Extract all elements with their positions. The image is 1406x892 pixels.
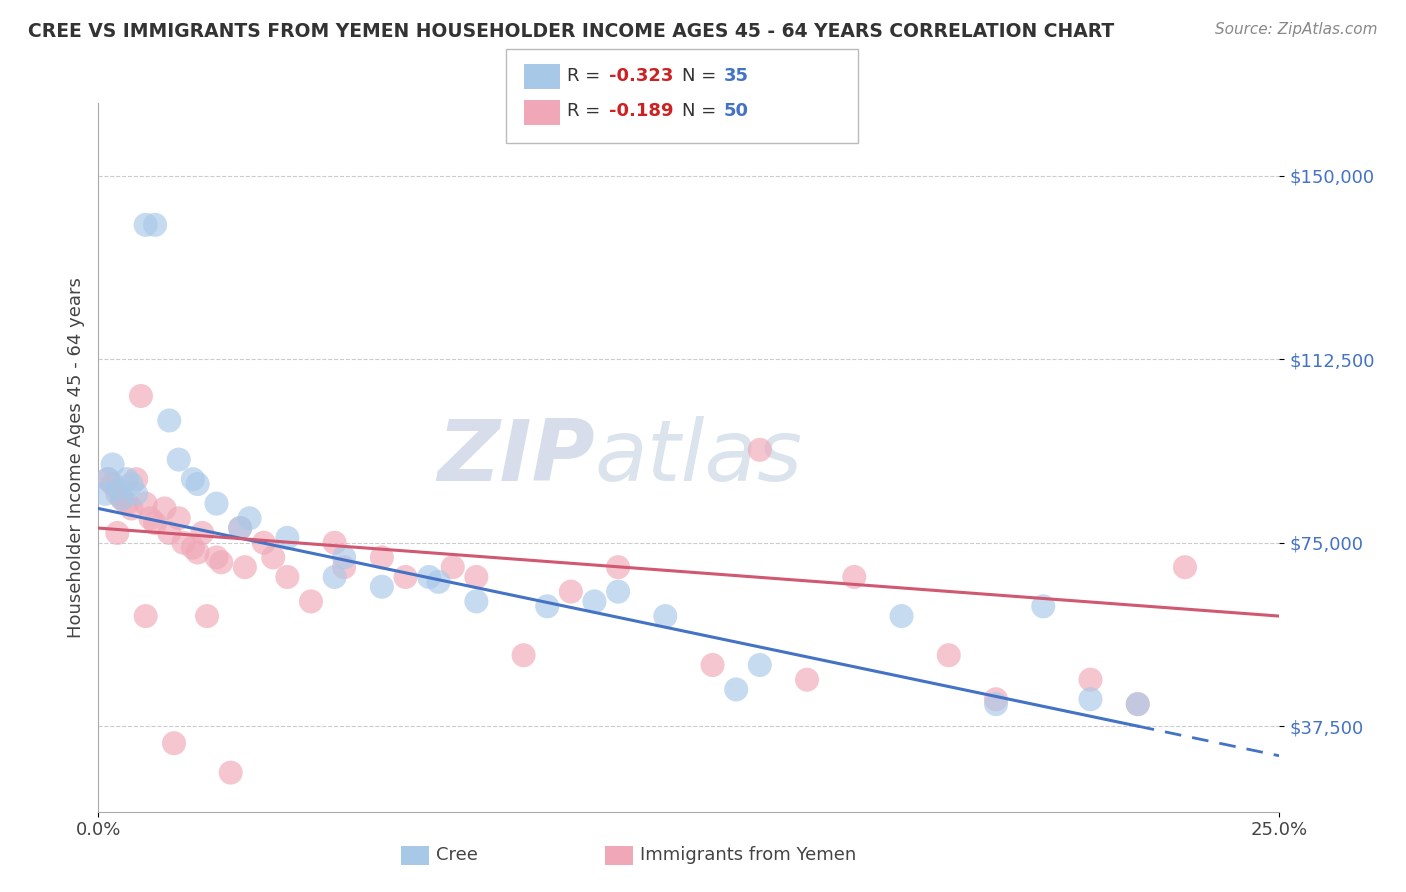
Point — [583, 594, 606, 608]
Point — [607, 560, 630, 574]
Text: N =: N = — [682, 103, 721, 120]
Point — [181, 541, 204, 555]
Point — [143, 516, 166, 531]
Point — [427, 574, 450, 589]
Point — [105, 487, 128, 501]
Point — [333, 550, 356, 565]
Point — [143, 218, 166, 232]
Point — [394, 570, 416, 584]
Point — [191, 525, 214, 540]
Point — [984, 692, 1007, 706]
Point — [984, 697, 1007, 711]
Text: 50: 50 — [724, 103, 749, 120]
Point — [105, 482, 128, 496]
Point — [101, 477, 124, 491]
Point — [748, 442, 770, 457]
Point — [441, 560, 464, 574]
Point — [187, 477, 209, 491]
Point — [333, 560, 356, 574]
Point — [115, 497, 138, 511]
Point — [276, 531, 298, 545]
Point — [536, 599, 558, 614]
Point — [111, 491, 134, 506]
Point — [139, 511, 162, 525]
Point — [512, 648, 534, 663]
Point — [205, 550, 228, 565]
Point — [890, 609, 912, 624]
Point — [654, 609, 676, 624]
Point — [702, 658, 724, 673]
Point — [115, 472, 138, 486]
Text: ZIP: ZIP — [437, 416, 595, 499]
Point — [121, 501, 143, 516]
Text: 35: 35 — [724, 67, 749, 85]
Point — [229, 521, 252, 535]
Text: CREE VS IMMIGRANTS FROM YEMEN HOUSEHOLDER INCOME AGES 45 - 64 YEARS CORRELATION : CREE VS IMMIGRANTS FROM YEMEN HOUSEHOLDE… — [28, 22, 1115, 41]
Point — [94, 487, 117, 501]
Point — [233, 560, 256, 574]
Point — [163, 736, 186, 750]
Point — [418, 570, 440, 584]
Point — [938, 648, 960, 663]
Point — [167, 511, 190, 525]
Point — [97, 472, 120, 486]
Point — [371, 550, 394, 565]
Point — [1126, 697, 1149, 711]
Point — [101, 458, 124, 472]
Point — [219, 765, 242, 780]
Point — [125, 472, 148, 486]
Point — [135, 497, 157, 511]
Point — [253, 535, 276, 549]
Point — [135, 218, 157, 232]
Point — [111, 491, 134, 506]
Point — [299, 594, 322, 608]
Point — [796, 673, 818, 687]
Text: -0.323: -0.323 — [609, 67, 673, 85]
Point — [209, 555, 232, 569]
Point — [135, 609, 157, 624]
Point — [125, 487, 148, 501]
Point — [725, 682, 748, 697]
Point — [181, 472, 204, 486]
Point — [195, 609, 218, 624]
Point — [262, 550, 284, 565]
Text: R =: R = — [567, 67, 606, 85]
Text: R =: R = — [567, 103, 606, 120]
Point — [1174, 560, 1197, 574]
Point — [105, 525, 128, 540]
Point — [97, 472, 120, 486]
Y-axis label: Householder Income Ages 45 - 64 years: Householder Income Ages 45 - 64 years — [66, 277, 84, 638]
Point — [1032, 599, 1054, 614]
Point — [276, 570, 298, 584]
Point — [323, 535, 346, 549]
Point — [1080, 692, 1102, 706]
Point — [323, 570, 346, 584]
Point — [1126, 697, 1149, 711]
Point — [844, 570, 866, 584]
Point — [157, 413, 180, 427]
Point — [560, 584, 582, 599]
Point — [748, 658, 770, 673]
Text: N =: N = — [682, 67, 721, 85]
Point — [153, 501, 176, 516]
Point — [229, 521, 252, 535]
Point — [371, 580, 394, 594]
Point — [157, 525, 180, 540]
Point — [205, 497, 228, 511]
Point — [172, 535, 194, 549]
Point — [465, 570, 488, 584]
Text: Immigrants from Yemen: Immigrants from Yemen — [640, 847, 856, 864]
Text: Source: ZipAtlas.com: Source: ZipAtlas.com — [1215, 22, 1378, 37]
Point — [129, 389, 152, 403]
Point — [1080, 673, 1102, 687]
Point — [167, 452, 190, 467]
Point — [187, 545, 209, 559]
Text: Cree: Cree — [436, 847, 478, 864]
Text: -0.189: -0.189 — [609, 103, 673, 120]
Point — [465, 594, 488, 608]
Point — [607, 584, 630, 599]
Point — [239, 511, 262, 525]
Text: atlas: atlas — [595, 416, 803, 499]
Point — [121, 477, 143, 491]
